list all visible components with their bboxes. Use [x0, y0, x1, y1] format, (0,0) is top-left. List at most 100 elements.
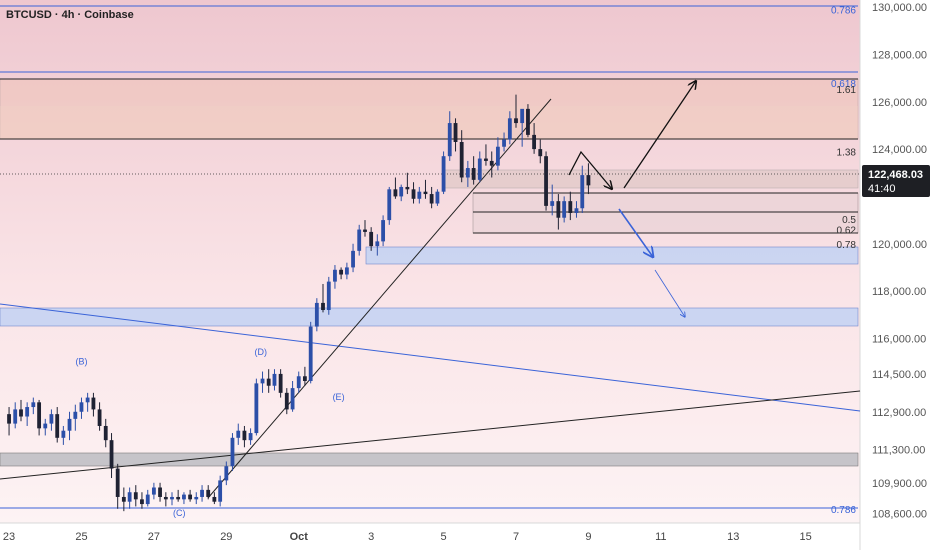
candle-body [284, 392, 289, 410]
candle-body [321, 302, 325, 311]
date-tick-label: 9 [585, 531, 591, 543]
candle [212, 492, 217, 505]
candle [399, 184, 404, 202]
candle [574, 201, 579, 218]
candle [314, 298, 319, 332]
projection-arrow-blue-secondary [654, 269, 685, 317]
candle-body [447, 123, 452, 157]
date-tick-label: 27 [148, 531, 160, 543]
candle [248, 428, 253, 445]
candle [145, 489, 150, 507]
trendline-blue-descending [0, 303, 861, 412]
candle-body [375, 241, 380, 247]
candle-body [586, 175, 591, 186]
wave-label: (C) [173, 508, 186, 518]
zone-top-tan-inner [0, 106, 858, 139]
candle-body [115, 468, 120, 497]
candle-body [290, 388, 295, 410]
candle [423, 179, 428, 199]
candle-body [43, 423, 48, 429]
candle [61, 425, 66, 445]
candle [103, 418, 108, 448]
price-tick-label: 120,000.00 [872, 239, 927, 251]
price-tick-label: 116,000.00 [872, 333, 926, 345]
candle [188, 489, 193, 502]
candle [381, 215, 386, 247]
candle [218, 475, 223, 507]
candle [344, 262, 349, 280]
trendline-black-steep [207, 98, 552, 499]
candle [441, 151, 446, 195]
candle [97, 402, 102, 431]
candle-body [170, 496, 174, 500]
candle [43, 418, 48, 436]
candle-body [31, 402, 36, 408]
candle-body [574, 208, 579, 213]
candle-body [399, 186, 404, 197]
candle-body [411, 189, 416, 199]
price-tick-label: 124,000.00 [872, 144, 927, 156]
candle-body [176, 496, 181, 500]
candle [260, 371, 265, 393]
candle [369, 227, 374, 251]
candle [357, 224, 362, 256]
fib-level-label: 1.38 [837, 148, 857, 159]
candles [7, 94, 591, 512]
candle [200, 485, 204, 502]
candle-body [369, 231, 374, 247]
candle-body [236, 430, 241, 438]
candle-body [344, 267, 349, 275]
candle [254, 378, 259, 436]
candle-body [97, 409, 102, 426]
price-axis[interactable]: 130,000.00 128,000.00 126,000.00 124,000.00… [872, 2, 927, 520]
candle-body [25, 407, 30, 417]
candle [278, 369, 283, 398]
candle [471, 156, 476, 185]
candle [484, 144, 488, 166]
candle-body [326, 281, 331, 311]
candle [544, 151, 548, 211]
candle [151, 482, 156, 500]
wave-label: (B) [75, 356, 87, 366]
candle-body [405, 186, 410, 190]
time-axis[interactable]: 23 25 27 29 Oct 3 5 7 9 11 13 15 [3, 531, 812, 543]
candle [447, 111, 452, 161]
candle [495, 137, 500, 171]
candle [339, 267, 344, 280]
fib-lines [0, 5, 860, 509]
candle-body [363, 229, 367, 232]
candle-body [248, 433, 253, 441]
candle-body [568, 201, 573, 213]
candle [459, 130, 464, 183]
trendlines [0, 98, 861, 499]
price-tick-label: 114,500.00 [872, 369, 926, 381]
candle [405, 172, 410, 195]
time-axis-background [0, 523, 860, 550]
candle [163, 492, 168, 507]
date-tick-label: 13 [727, 531, 739, 543]
price-tick-label: 108,600.00 [872, 509, 927, 521]
candle-body [429, 194, 434, 204]
date-tick-label: 3 [368, 531, 374, 543]
price-axis-background [860, 0, 932, 550]
fib-level-label: 0.618 [831, 79, 856, 90]
price-tick-label: 128,000.00 [872, 49, 927, 61]
candle-body [471, 168, 476, 180]
fib-level-label: 0.786 [831, 6, 856, 17]
candle-body [266, 378, 271, 386]
candle-body [314, 302, 319, 327]
candle-body [441, 156, 446, 192]
candle [272, 369, 277, 391]
price-tick-label: 112,900.00 [872, 407, 926, 419]
candle [85, 392, 90, 412]
candle-body [453, 123, 458, 142]
candle-body [121, 496, 126, 502]
candle-body [254, 383, 259, 434]
projection-arrow-blue-main [618, 208, 653, 257]
candle-body [158, 487, 162, 497]
candle [284, 388, 289, 415]
fib-level-label: 0.62 [837, 226, 857, 237]
candle-body [55, 414, 60, 438]
